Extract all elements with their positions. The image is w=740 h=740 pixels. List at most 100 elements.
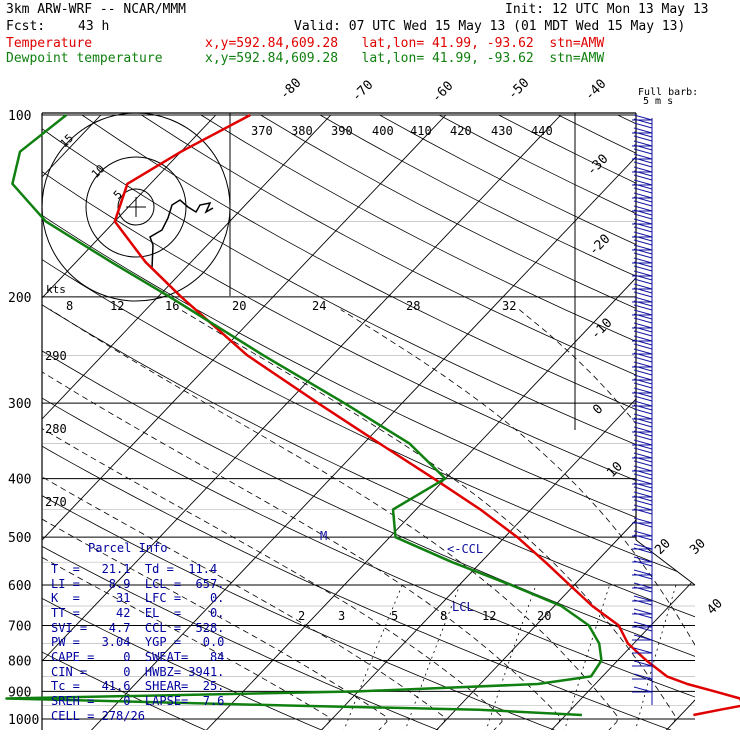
isotherm-line [42,114,447,730]
barb-legend-line2: 5 m s [643,96,673,107]
dry-adiabat-line [81,114,695,730]
parcel-row: TT = 42 EL = 0. [51,606,225,620]
parcel-row: T = 21.1 Td = 11.4 [51,562,218,576]
dewpoint-profile [5,114,603,717]
wind-barb [632,361,653,376]
isotherm-label: 40 [704,596,726,618]
mixing-ratio-line [634,584,677,730]
parcel-row: PW = 3.04 YGP = 0.0 [51,635,225,649]
dry-adiabat-line [42,114,695,730]
pressure-tick-label: 900 [8,685,31,700]
mixing-ratio-label: 8 [66,299,73,313]
wind-barb [632,153,653,168]
wind-barb [632,166,653,181]
mixing-ratio-label: 16 [165,299,179,313]
dewpoint-legend-info: x,y=592.84,609.28 lat,lon= 41.99, -93.62… [205,51,605,66]
mixing-ratio-line [563,584,611,730]
dry-adiabat-line [42,114,695,730]
mixing-ratio-label: 12 [110,299,124,313]
wind-barb [632,465,653,480]
theta-label: 390 [331,124,353,138]
wind-barb [632,556,653,567]
mixing-ratio-line [404,584,461,730]
wind-barb [632,140,653,155]
theta-label: 430 [491,124,513,138]
isotherm-label: -60 [429,79,456,106]
pressure-tick-label: 300 [8,397,31,412]
dry-adiabat-line [141,114,695,730]
mixing-ratio-low-label: 3 [338,609,345,623]
temperature-profile [113,113,740,717]
wind-barb [632,530,653,541]
dry-adiabat-line [42,114,695,730]
mixing-ratio-line [729,585,740,732]
moist-adiabat-line [42,309,503,730]
theta-label: 420 [450,124,472,138]
dry-adiabat-line [498,114,695,730]
valid-time: Valid: 07 UTC Wed 15 May 13 (01 MDT Wed … [294,19,686,34]
diagram-annotation: LCL [452,600,474,614]
mixing-ratio-low-label: 20 [537,609,551,623]
dry-adiabat-line [438,114,695,730]
dry-adiabat-line [42,114,695,730]
moist-adiabat-line [180,309,676,730]
fcst-label: Fcst: [6,19,46,34]
isotherm-label: 30 [687,536,709,558]
wind-barb [632,543,653,554]
isotherm-label: -10 [588,316,615,343]
theta-label: 380 [291,124,313,138]
wind-barb [632,348,653,363]
isotherm-label: 10 [604,459,626,481]
hodograph: 5 10 15 kts [41,112,231,302]
wind-barb [632,192,653,207]
wind-barb [632,114,653,129]
dry-adiabat-line [42,114,443,730]
moist-adiabat-line [42,309,330,730]
dry-adiabat-line [42,114,210,730]
parcel-row: SVI = 4.7 CCL = 528. [51,621,225,635]
wind-barb [632,595,653,606]
wind-barb [632,426,653,441]
hodo-ring-label: 10 [89,162,108,181]
wind-barb [632,322,653,337]
wind-barb [632,413,653,428]
wind-barb [632,673,653,680]
pressure-tick-label: 200 [8,291,31,306]
temperature-legend-info: x,y=592.84,609.28 lat,lon= 41.99, -93.62… [205,36,605,51]
dewpoint-legend-label: Dewpoint temperature [6,51,163,66]
theta-label: 400 [372,124,394,138]
diagram-annotation: <-CCL [447,542,483,556]
theta-label: 370 [251,124,273,138]
pressure-tick-label: 400 [8,473,31,488]
dry-adiabat-line [200,114,695,730]
wind-barb [632,296,653,311]
parcel-row: CAPE = 0 SWEAT= 84 [51,650,225,664]
pressure-tick-label: 800 [8,654,31,669]
theta-side-label: 280 [45,422,67,436]
theta-side-label: 290 [45,349,67,363]
wind-barb [632,647,653,654]
wind-barb [632,387,653,402]
wind-barb [632,231,653,246]
wind-barb [632,452,653,467]
isotherm-line [42,114,217,730]
wind-barb [632,283,653,298]
wind-barb [632,660,653,667]
diagram-annotation: M [320,529,327,543]
parcel-row: SREH = 0 LAPSE= 7.6 [51,694,225,708]
isotherm-label: -50 [505,76,532,103]
isotherm-line [549,114,695,730]
barb-legend-line1: Full barb: [638,87,698,98]
wind-barb [632,517,653,528]
mixing-ratio-label: 32 [502,299,516,313]
isotherm-label: -20 [586,232,613,259]
isotherm-line [664,114,695,730]
parcel-row: CIN = 0 HWBZ= 3941. [51,665,225,679]
isotherm-label: -80 [277,76,304,103]
parcel-info-title: Parcel Info [88,541,168,555]
parcel-row: CELL = 278/26 [51,709,145,723]
mixing-ratio-low-label: 8 [440,609,447,623]
mixing-ratio-label: 20 [232,299,246,313]
moist-adiabat-line [42,309,388,730]
